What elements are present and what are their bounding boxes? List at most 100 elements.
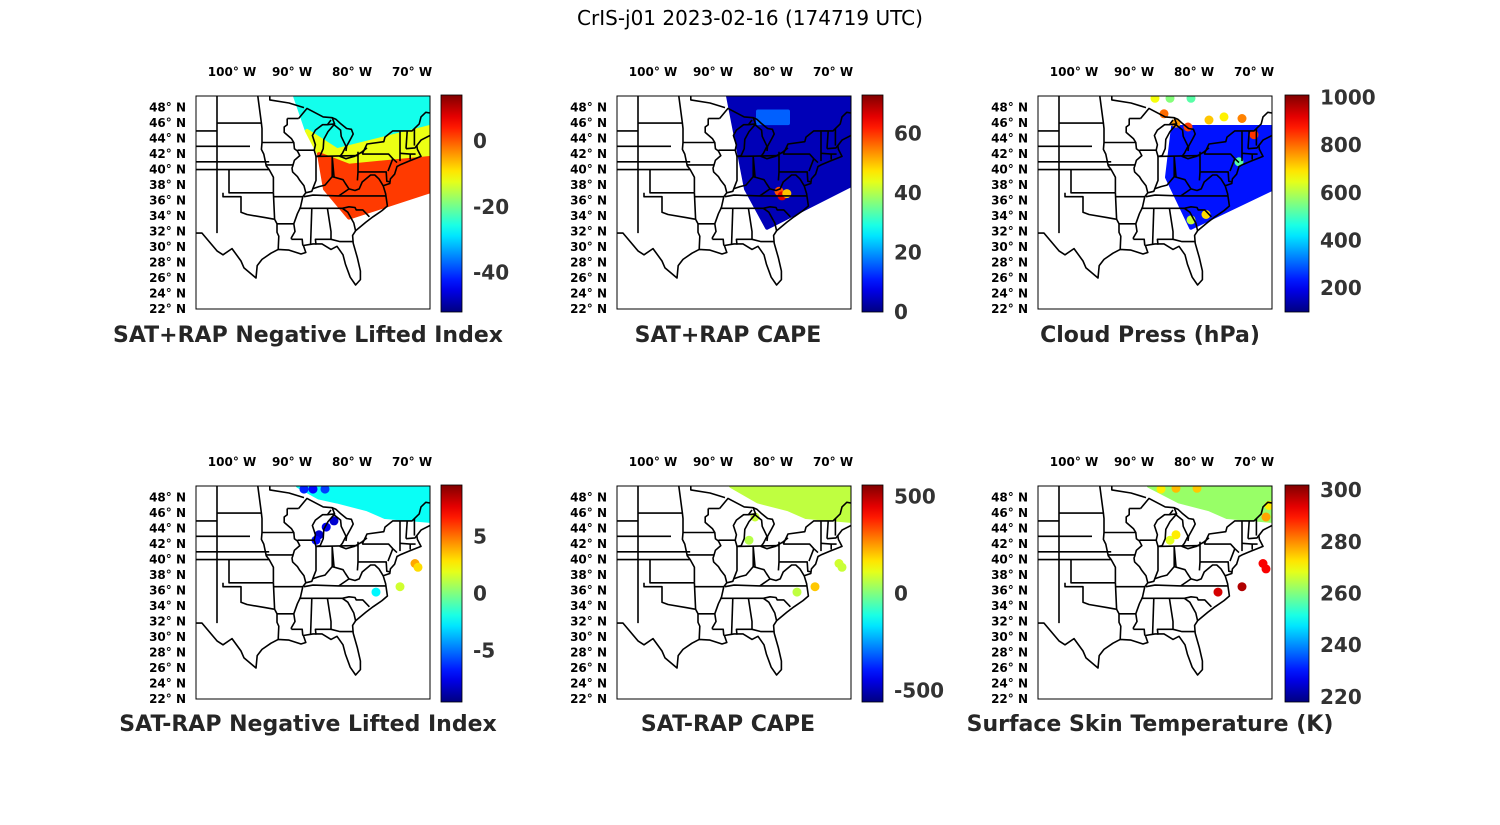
data-layer — [1147, 486, 1272, 597]
lat-tick-label: 42° N — [149, 537, 186, 551]
colorbar — [1284, 484, 1310, 703]
lon-tick-label: 70° W — [813, 65, 853, 79]
lat-tick-label: 44° N — [570, 132, 607, 146]
data-layer — [296, 486, 430, 597]
state-border-16 — [712, 628, 725, 636]
lon-tick-label: 80° W — [753, 455, 793, 469]
state-border-41 — [752, 156, 756, 177]
state-border-9 — [693, 582, 701, 640]
lat-tick-label: 36° N — [570, 194, 607, 208]
state-border-16 — [1133, 238, 1146, 246]
state-boundaries — [1038, 486, 1272, 676]
state-border-43 — [268, 486, 305, 499]
lat-tick-label: 40° N — [570, 163, 607, 177]
state-border-34 — [1241, 542, 1258, 545]
lat-tick-label: 36° N — [991, 194, 1028, 208]
state-border-25 — [309, 598, 313, 634]
colorbar — [861, 94, 884, 313]
data-point-9 — [413, 562, 423, 572]
state-border-36 — [405, 535, 418, 540]
state-border-12 — [283, 508, 307, 630]
lat-tick-label: 34° N — [149, 209, 186, 223]
lon-tick-label: 70° W — [813, 455, 853, 469]
state-border-22 — [312, 175, 350, 197]
panel-title: SAT-RAP CAPE — [641, 712, 815, 737]
lat-tick-label: 26° N — [570, 271, 607, 285]
state-border-20 — [315, 154, 359, 158]
state-border-27 — [330, 628, 353, 633]
state-border-32 — [387, 548, 394, 562]
state-border-18 — [305, 546, 317, 584]
lat-tick-label: 28° N — [149, 646, 186, 660]
state-border-28 — [762, 207, 778, 231]
state-border-32 — [808, 548, 815, 562]
lat-tick-label: 22° N — [570, 302, 607, 316]
state-border-43 — [689, 96, 726, 109]
lat-tick-label: 28° N — [149, 256, 186, 270]
lon-tick-label: 100° W — [208, 455, 256, 469]
state-border-29 — [348, 564, 384, 582]
lat-tick-label: 22° N — [570, 692, 607, 706]
lat-tick-label: 30° N — [570, 240, 607, 254]
lat-tick-label: 28° N — [991, 256, 1028, 270]
state-border-10 — [678, 486, 696, 583]
colorbar-tick-label: 5 — [473, 524, 487, 548]
lat-tick-label: 32° N — [149, 225, 186, 239]
state-border-25 — [1151, 208, 1155, 244]
lat-tick-label: 28° N — [991, 646, 1028, 660]
lat-tick-label: 34° N — [570, 599, 607, 613]
lon-tick-label: 90° W — [272, 455, 312, 469]
lat-tick-label: 40° N — [149, 553, 186, 567]
state-border-44 — [747, 509, 753, 516]
state-border-16 — [291, 628, 304, 636]
state-border-29 — [1190, 174, 1226, 192]
panel-title: SAT+RAP CAPE — [635, 323, 822, 348]
lat-tick-label: 26° N — [149, 271, 186, 285]
state-border-40 — [1139, 107, 1210, 160]
state-border-18 — [726, 156, 738, 194]
lat-tick-label: 34° N — [991, 599, 1028, 613]
data-point-5 — [1171, 530, 1181, 540]
state-border-25 — [309, 208, 313, 244]
data-point-3 — [782, 189, 792, 199]
lat-tick-label: 48° N — [991, 101, 1028, 115]
colorbar-tick-label: 280 — [1320, 530, 1362, 554]
map-panel-3: 100° W 90° W 80° W 70° W 48° N46° N 44° N42° … — [991, 65, 1376, 348]
state-border-43 — [268, 96, 305, 109]
data-point-1 — [299, 486, 309, 494]
lat-tick-label: 28° N — [570, 646, 607, 660]
state-border-39 — [1203, 501, 1272, 545]
data-point-3 — [1192, 486, 1202, 493]
colorbar-tick-label: 800 — [1320, 133, 1362, 157]
lat-tick-label: 22° N — [149, 692, 186, 706]
state-border-27 — [1172, 238, 1195, 243]
state-border-39 — [361, 111, 430, 155]
lat-tick-label: 46° N — [570, 116, 607, 130]
map-panel-5: 100° W 90° W 80° W 70° W 48° N46° N 44° N42° … — [570, 455, 944, 737]
lat-tick-label: 36° N — [991, 584, 1028, 598]
state-border-37 — [826, 520, 829, 539]
state-border-22 — [1154, 565, 1192, 587]
lat-tick-label: 26° N — [570, 661, 607, 675]
state-border-37 — [1247, 130, 1250, 149]
colorbar — [1284, 94, 1310, 313]
state-border-21 — [777, 541, 780, 571]
state-border-24 — [1141, 595, 1212, 608]
lat-tick-label: 38° N — [570, 178, 607, 192]
state-border-21 — [1198, 541, 1201, 571]
colorbar-tick-label: 0 — [473, 582, 487, 606]
lat-tick-label: 36° N — [149, 584, 186, 598]
state-border-30 — [358, 561, 391, 573]
lat-tick-label: 38° N — [149, 178, 186, 192]
lat-tick-label: 46° N — [991, 116, 1028, 130]
colorbar — [861, 484, 884, 703]
state-border-8 — [643, 192, 696, 220]
data-point-10 — [395, 582, 405, 592]
state-boundaries — [196, 486, 430, 676]
lat-tick-label: 46° N — [991, 506, 1028, 520]
state-border-20 — [736, 154, 780, 158]
state-border-41 — [331, 546, 335, 567]
lon-tick-label: 70° W — [392, 65, 432, 79]
data-point-9 — [1261, 564, 1271, 574]
lat-tick-label: 32° N — [991, 615, 1028, 629]
